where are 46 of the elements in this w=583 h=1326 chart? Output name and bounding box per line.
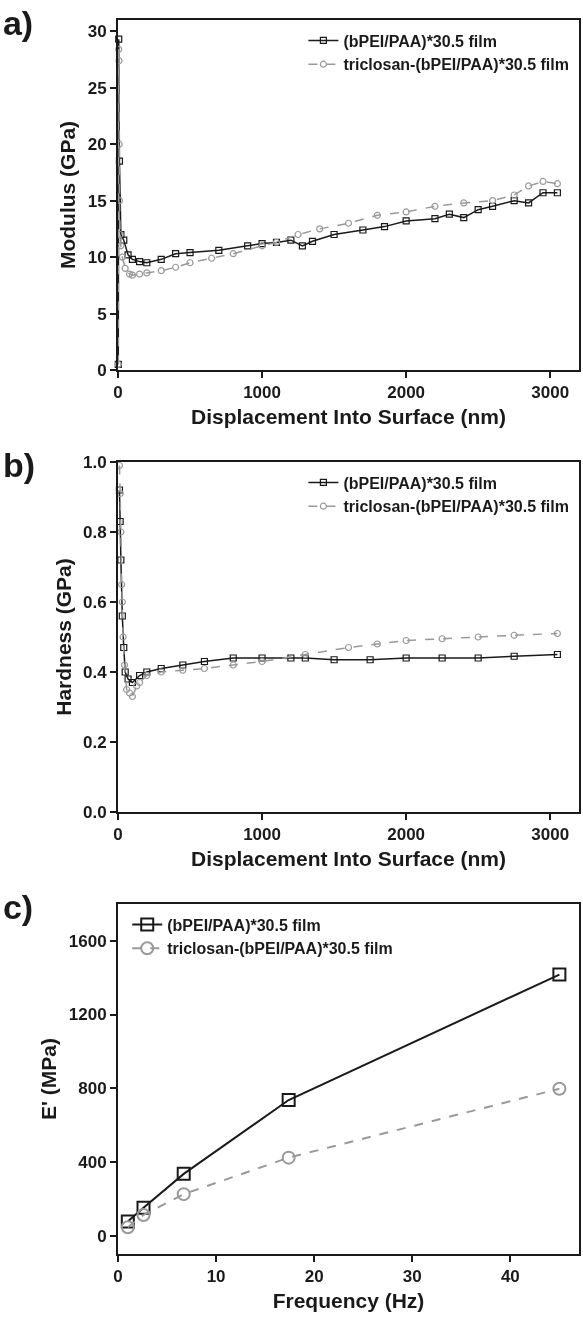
y-tick-label: 0.2: [82, 732, 107, 752]
y-tick-label: 25: [87, 78, 107, 98]
legend-label: (bPEI/PAA)*30.5 film: [343, 474, 497, 492]
legend-label: triclosan-(bPEI/PAA)*30.5 film: [343, 498, 569, 516]
y-axis-title: Modulus (GPa): [56, 120, 80, 270]
y-tick-label: 15: [87, 191, 107, 211]
y-tick-label: 0.8: [82, 522, 107, 542]
x-tick-label: 0: [113, 383, 123, 403]
x-tick-label: 10: [206, 1267, 226, 1287]
x-tick-label: 40: [500, 1267, 520, 1287]
x-axis-title: Displacement Into Surface (nm): [190, 405, 507, 429]
x-tick-label: 2000: [387, 825, 426, 845]
y-tick-label: 0: [97, 360, 107, 380]
x-tick-label: 30: [402, 1267, 422, 1287]
chart-title: b): [2, 445, 36, 484]
y-tick-label: 800: [78, 1079, 107, 1099]
y-tick-label: 10: [87, 248, 107, 268]
y-axis-title: E' (MPa): [37, 1037, 61, 1121]
x-tick-label: 20: [304, 1267, 324, 1287]
y-tick-label: 30: [87, 22, 107, 42]
y-tick-label: 1600: [68, 931, 107, 951]
x-axis-title: Displacement Into Surface (nm): [190, 847, 507, 871]
x-tick-label: 2000: [387, 383, 426, 403]
x-tick-label: 1000: [243, 383, 281, 403]
y-axis-title: Hardness (GPa): [51, 558, 75, 716]
x-tick-label: 0: [113, 825, 123, 845]
x-axis-title: Frequency (Hz): [272, 1289, 425, 1313]
y-tick-label: 1.0: [82, 452, 107, 472]
x-tick-label: 3000: [531, 825, 570, 845]
legend-label: (bPEI/PAA)*30.5 film: [167, 916, 321, 934]
y-tick-label: 0.4: [82, 662, 108, 682]
x-tick-label: 1000: [243, 825, 281, 845]
y-tick-label: 0.0: [82, 802, 107, 822]
y-tick-label: 20: [87, 135, 107, 155]
chart-title: c): [2, 887, 34, 926]
y-tick-label: 400: [78, 1152, 107, 1172]
x-tick-label: 0: [113, 1267, 123, 1287]
chart-title: a): [2, 3, 34, 42]
y-tick-label: 5: [97, 304, 107, 324]
x-tick-label: 3000: [531, 383, 570, 403]
legend-label: triclosan-(bPEI/PAA)*30.5 film: [343, 56, 569, 74]
legend-label: triclosan-(bPEI/PAA)*30.5 film: [167, 940, 393, 958]
legend-label: (bPEI/PAA)*30.5 film: [343, 32, 497, 50]
y-tick-label: 0: [97, 1226, 107, 1246]
y-tick-label: 1200: [68, 1005, 107, 1025]
y-tick-label: 0.6: [82, 592, 107, 612]
